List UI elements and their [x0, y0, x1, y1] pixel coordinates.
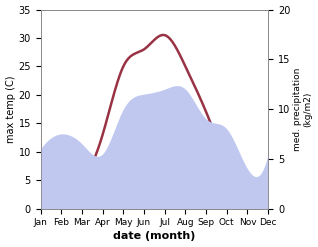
- Y-axis label: med. precipitation
(kg/m2): med. precipitation (kg/m2): [293, 67, 313, 151]
- Y-axis label: max temp (C): max temp (C): [5, 75, 16, 143]
- X-axis label: date (month): date (month): [113, 231, 196, 242]
